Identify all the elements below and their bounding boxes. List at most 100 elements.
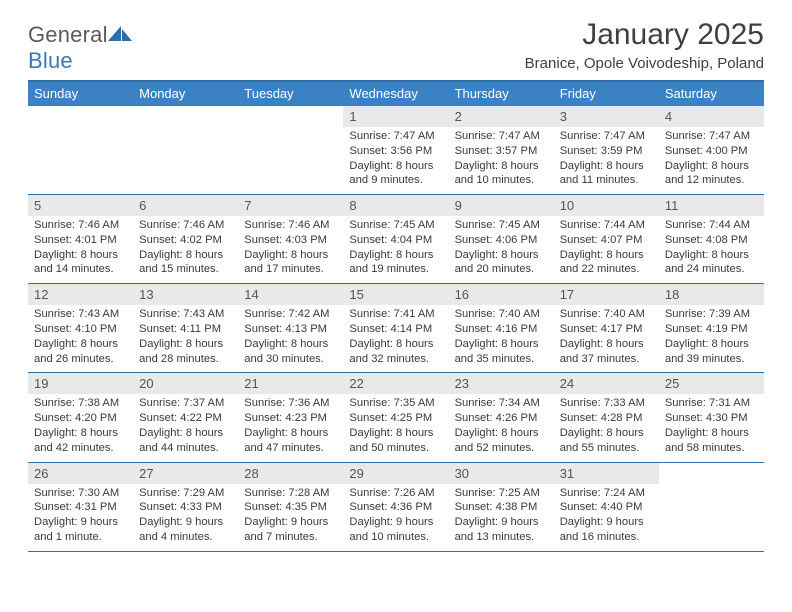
day-cell: 2Sunrise: 7:47 AMSunset: 3:57 PMDaylight… [449, 106, 554, 194]
week-row: ...1Sunrise: 7:47 AMSunset: 3:56 PMDayli… [28, 106, 764, 195]
day-number: 23 [449, 373, 554, 394]
day-cell: 16Sunrise: 7:40 AMSunset: 4:16 PMDayligh… [449, 284, 554, 372]
day-number: 20 [133, 373, 238, 394]
day-number: 8 [343, 195, 448, 216]
day-cell: 19Sunrise: 7:38 AMSunset: 4:20 PMDayligh… [28, 373, 133, 461]
day-number: 21 [238, 373, 343, 394]
dow-cell: Wednesday [343, 82, 448, 106]
day-body: Sunrise: 7:26 AMSunset: 4:36 PMDaylight:… [343, 486, 448, 545]
day-cell: 23Sunrise: 7:34 AMSunset: 4:26 PMDayligh… [449, 373, 554, 461]
day-number: 10 [554, 195, 659, 216]
day-body: Sunrise: 7:46 AMSunset: 4:01 PMDaylight:… [28, 218, 133, 277]
day-cell: 30Sunrise: 7:25 AMSunset: 4:38 PMDayligh… [449, 463, 554, 551]
day-body: Sunrise: 7:40 AMSunset: 4:16 PMDaylight:… [449, 307, 554, 366]
day-body: Sunrise: 7:44 AMSunset: 4:08 PMDaylight:… [659, 218, 764, 277]
day-number: 18 [659, 284, 764, 305]
day-cell: 14Sunrise: 7:42 AMSunset: 4:13 PMDayligh… [238, 284, 343, 372]
day-body: Sunrise: 7:25 AMSunset: 4:38 PMDaylight:… [449, 486, 554, 545]
day-number: 1 [343, 106, 448, 127]
day-body: Sunrise: 7:44 AMSunset: 4:07 PMDaylight:… [554, 218, 659, 277]
day-number: 11 [659, 195, 764, 216]
dow-cell: Thursday [449, 82, 554, 106]
day-number: 5 [28, 195, 133, 216]
day-number: 2 [449, 106, 554, 127]
day-number: 13 [133, 284, 238, 305]
day-body: Sunrise: 7:38 AMSunset: 4:20 PMDaylight:… [28, 396, 133, 455]
day-body: Sunrise: 7:46 AMSunset: 4:03 PMDaylight:… [238, 218, 343, 277]
day-body: Sunrise: 7:35 AMSunset: 4:25 PMDaylight:… [343, 396, 448, 455]
day-cell: 6Sunrise: 7:46 AMSunset: 4:02 PMDaylight… [133, 195, 238, 283]
day-number: 30 [449, 463, 554, 484]
logo-text-2: Blue [28, 48, 73, 73]
day-body: Sunrise: 7:45 AMSunset: 4:06 PMDaylight:… [449, 218, 554, 277]
week-row: 12Sunrise: 7:43 AMSunset: 4:10 PMDayligh… [28, 284, 764, 373]
week-row: 26Sunrise: 7:30 AMSunset: 4:31 PMDayligh… [28, 463, 764, 552]
day-body: Sunrise: 7:43 AMSunset: 4:10 PMDaylight:… [28, 307, 133, 366]
day-body: Sunrise: 7:45 AMSunset: 4:04 PMDaylight:… [343, 218, 448, 277]
logo-sail-icon [108, 24, 134, 42]
day-cell: 15Sunrise: 7:41 AMSunset: 4:14 PMDayligh… [343, 284, 448, 372]
day-cell: 3Sunrise: 7:47 AMSunset: 3:59 PMDaylight… [554, 106, 659, 194]
weeks-container: ...1Sunrise: 7:47 AMSunset: 3:56 PMDayli… [28, 106, 764, 552]
day-cell: 9Sunrise: 7:45 AMSunset: 4:06 PMDaylight… [449, 195, 554, 283]
day-number: 7 [238, 195, 343, 216]
day-cell: 5Sunrise: 7:46 AMSunset: 4:01 PMDaylight… [28, 195, 133, 283]
page-subtitle: Branice, Opole Voivodeship, Poland [525, 55, 764, 72]
day-cell: 26Sunrise: 7:30 AMSunset: 4:31 PMDayligh… [28, 463, 133, 551]
day-body: Sunrise: 7:40 AMSunset: 4:17 PMDaylight:… [554, 307, 659, 366]
logo: General Blue [28, 18, 134, 74]
day-body: Sunrise: 7:30 AMSunset: 4:31 PMDaylight:… [28, 486, 133, 545]
day-number: 26 [28, 463, 133, 484]
day-cell: 20Sunrise: 7:37 AMSunset: 4:22 PMDayligh… [133, 373, 238, 461]
week-row: 5Sunrise: 7:46 AMSunset: 4:01 PMDaylight… [28, 195, 764, 284]
day-body: Sunrise: 7:37 AMSunset: 4:22 PMDaylight:… [133, 396, 238, 455]
day-number: 12 [28, 284, 133, 305]
day-cell: 10Sunrise: 7:44 AMSunset: 4:07 PMDayligh… [554, 195, 659, 283]
day-number: 19 [28, 373, 133, 394]
dow-cell: Tuesday [238, 82, 343, 106]
day-cell: 27Sunrise: 7:29 AMSunset: 4:33 PMDayligh… [133, 463, 238, 551]
logo-text: General Blue [28, 22, 134, 74]
day-cell: 28Sunrise: 7:28 AMSunset: 4:35 PMDayligh… [238, 463, 343, 551]
calendar-page: General Blue January 2025 Branice, Opole… [0, 0, 792, 562]
title-block: January 2025 Branice, Opole Voivodeship,… [525, 18, 764, 72]
page-title: January 2025 [525, 18, 764, 52]
day-number: 22 [343, 373, 448, 394]
day-cell: 21Sunrise: 7:36 AMSunset: 4:23 PMDayligh… [238, 373, 343, 461]
day-number: 29 [343, 463, 448, 484]
day-number: 6 [133, 195, 238, 216]
day-body: Sunrise: 7:47 AMSunset: 4:00 PMDaylight:… [659, 129, 764, 188]
day-cell: . [238, 106, 343, 194]
day-cell: 4Sunrise: 7:47 AMSunset: 4:00 PMDaylight… [659, 106, 764, 194]
day-number: 31 [554, 463, 659, 484]
day-number: 15 [343, 284, 448, 305]
day-body: Sunrise: 7:47 AMSunset: 3:57 PMDaylight:… [449, 129, 554, 188]
day-cell: 12Sunrise: 7:43 AMSunset: 4:10 PMDayligh… [28, 284, 133, 372]
day-number: 3 [554, 106, 659, 127]
day-cell: 25Sunrise: 7:31 AMSunset: 4:30 PMDayligh… [659, 373, 764, 461]
day-body: Sunrise: 7:43 AMSunset: 4:11 PMDaylight:… [133, 307, 238, 366]
day-body: Sunrise: 7:34 AMSunset: 4:26 PMDaylight:… [449, 396, 554, 455]
day-cell: . [659, 463, 764, 551]
day-number: 17 [554, 284, 659, 305]
day-body: Sunrise: 7:46 AMSunset: 4:02 PMDaylight:… [133, 218, 238, 277]
day-body: Sunrise: 7:29 AMSunset: 4:33 PMDaylight:… [133, 486, 238, 545]
day-cell: . [133, 106, 238, 194]
dow-cell: Friday [554, 82, 659, 106]
day-body: Sunrise: 7:28 AMSunset: 4:35 PMDaylight:… [238, 486, 343, 545]
day-cell: 8Sunrise: 7:45 AMSunset: 4:04 PMDaylight… [343, 195, 448, 283]
day-cell: 22Sunrise: 7:35 AMSunset: 4:25 PMDayligh… [343, 373, 448, 461]
day-body: Sunrise: 7:24 AMSunset: 4:40 PMDaylight:… [554, 486, 659, 545]
dow-cell: Sunday [28, 82, 133, 106]
day-cell: 29Sunrise: 7:26 AMSunset: 4:36 PMDayligh… [343, 463, 448, 551]
day-body: Sunrise: 7:33 AMSunset: 4:28 PMDaylight:… [554, 396, 659, 455]
day-number: 14 [238, 284, 343, 305]
day-body: Sunrise: 7:41 AMSunset: 4:14 PMDaylight:… [343, 307, 448, 366]
dow-cell: Saturday [659, 82, 764, 106]
day-body: Sunrise: 7:39 AMSunset: 4:19 PMDaylight:… [659, 307, 764, 366]
day-number: 27 [133, 463, 238, 484]
day-cell: 18Sunrise: 7:39 AMSunset: 4:19 PMDayligh… [659, 284, 764, 372]
logo-text-1: General [28, 22, 108, 47]
day-cell: 24Sunrise: 7:33 AMSunset: 4:28 PMDayligh… [554, 373, 659, 461]
week-row: 19Sunrise: 7:38 AMSunset: 4:20 PMDayligh… [28, 373, 764, 462]
